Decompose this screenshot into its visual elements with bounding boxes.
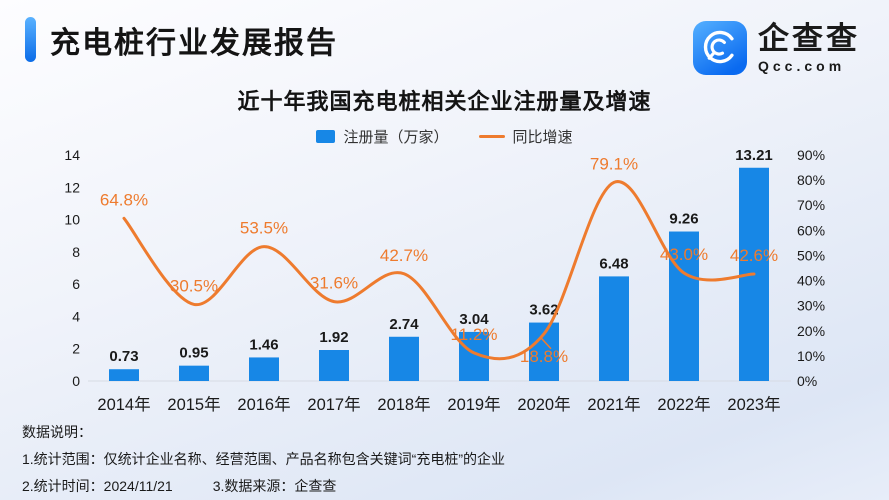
chart-title: 近十年我国充电桩相关企业注册量及增速 <box>237 89 652 114</box>
qcc-magnifier-icon <box>693 21 747 75</box>
bar-2016年 <box>249 357 279 381</box>
bar-series-swatch-icon <box>316 130 336 143</box>
growth-rate-label: 42.6% <box>730 246 778 265</box>
x-axis-label: 2015年 <box>167 395 220 414</box>
bar-value-label: 2.74 <box>389 316 419 333</box>
right-axis-tick: 30% <box>797 298 825 314</box>
qcc-logo-text: 企查查 Qcc.com <box>758 23 860 73</box>
legend-item-bar: 注册量（万家） <box>316 126 449 147</box>
notes-heading: 数据说明： <box>22 424 92 440</box>
growth-rate-label: 18.8% <box>520 347 568 366</box>
qcc-brand-name: 企查查 <box>758 21 860 56</box>
left-axis-tick: 10 <box>64 212 80 228</box>
bar-value-label: 1.92 <box>319 329 348 346</box>
growth-rate-label: 64.8% <box>100 190 148 209</box>
x-axis-label: 2016年 <box>237 395 290 414</box>
bar-value-label: 3.04 <box>459 311 489 328</box>
x-axis-label: 2019年 <box>447 395 500 414</box>
report-header: 充电桩行业发展报告 <box>25 17 338 62</box>
bar-value-label: 0.73 <box>109 348 138 365</box>
right-axis-tick: 20% <box>797 323 825 339</box>
bar-2014年 <box>109 369 139 381</box>
bar-value-label: 1.46 <box>249 336 278 353</box>
right-axis-tick: 60% <box>797 222 825 238</box>
right-axis-tick: 90% <box>797 147 825 163</box>
x-axis-label: 2021年 <box>587 395 640 414</box>
right-axis-tick: 0% <box>797 373 817 389</box>
right-axis-tick: 70% <box>797 197 825 213</box>
left-axis-tick: 8 <box>72 244 80 260</box>
x-axis-label: 2017年 <box>307 395 360 414</box>
growth-rate-label: 79.1% <box>590 154 638 173</box>
growth-rate-label: 31.6% <box>310 274 358 293</box>
right-axis-tick: 50% <box>797 247 825 263</box>
x-axis-label: 2014年 <box>97 395 150 414</box>
legend-line-label: 同比增速 <box>512 129 573 146</box>
notes-line1: 1.统计范围：仅统计企业名称、经营范围、产品名称包含关键词“充电桩”的企业 <box>22 451 505 467</box>
x-axis-label: 2023年 <box>727 395 780 414</box>
notes-line2: 2.统计时间：2024/11/21 3.数据来源：企查查 <box>22 473 505 500</box>
qcc-domain: Qcc.com <box>758 58 846 74</box>
legend-item-line: 同比增速 <box>478 126 573 147</box>
qcc-logo: 企查查 Qcc.com <box>693 21 860 75</box>
left-axis-tick: 6 <box>72 276 80 292</box>
x-axis-label: 2022年 <box>657 395 710 414</box>
data-notes: 数据说明： 1.统计范围：仅统计企业名称、经营范围、产品名称包含关键词“充电桩”… <box>22 419 505 500</box>
growth-rate-label: 11.2% <box>451 325 498 344</box>
report-title: 充电桩行业发展报告 <box>50 26 338 60</box>
header-accent-bar <box>25 17 36 62</box>
bar-2021年 <box>599 276 629 381</box>
growth-rate-label: 43.0% <box>660 245 708 264</box>
notes-stat-time: 2.统计时间：2024/11/21 <box>22 478 173 494</box>
growth-rate-label: 30.5% <box>170 276 218 295</box>
right-axis-tick: 40% <box>797 273 825 289</box>
left-axis-tick: 4 <box>72 308 80 324</box>
bar-value-label: 0.95 <box>179 345 208 362</box>
right-axis-tick: 10% <box>797 348 825 364</box>
right-axis-tick: 80% <box>797 172 825 188</box>
bar-value-label: 13.21 <box>735 147 773 164</box>
bar-2018年 <box>389 336 419 381</box>
left-axis-tick: 0 <box>72 373 80 389</box>
bar-2017年 <box>319 350 349 381</box>
growth-rate-label: 53.5% <box>240 219 288 238</box>
left-axis-tick: 2 <box>72 341 80 357</box>
bar-value-label: 3.62 <box>529 302 558 319</box>
bar-value-label: 9.26 <box>669 211 698 228</box>
x-axis-label: 2018年 <box>377 395 430 414</box>
chart-legend: 注册量（万家） 同比增速 <box>0 126 889 147</box>
notes-data-source: 3.数据来源：企查查 <box>212 478 337 494</box>
line-series-swatch-icon <box>478 135 505 138</box>
bar-2022年 <box>669 231 699 381</box>
bar-2015年 <box>179 365 209 381</box>
growth-rate-label: 42.7% <box>380 246 428 265</box>
bar-value-label: 6.48 <box>599 255 628 272</box>
left-axis-tick: 12 <box>64 179 80 195</box>
left-axis-tick: 14 <box>64 147 80 163</box>
x-axis-label: 2020年 <box>517 395 570 414</box>
growth-line <box>122 180 756 361</box>
legend-bar-label: 注册量（万家） <box>343 129 449 146</box>
label-leader-line <box>539 336 552 350</box>
